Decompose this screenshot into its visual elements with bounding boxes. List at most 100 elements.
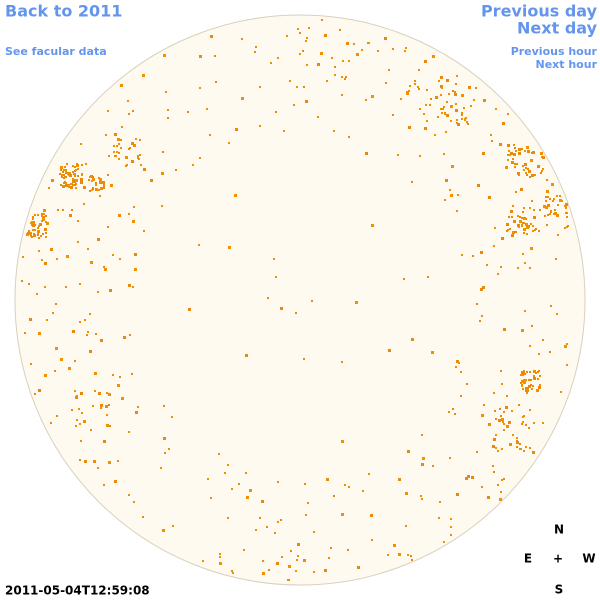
facula <box>564 345 567 348</box>
facula <box>455 109 458 112</box>
facula <box>74 166 76 168</box>
facula <box>348 60 350 62</box>
facula <box>131 373 133 375</box>
facula <box>127 100 129 102</box>
facula <box>494 227 496 229</box>
facula <box>62 209 64 211</box>
facula <box>126 164 128 166</box>
facula <box>110 184 113 187</box>
timestamp: 2011-05-04T12:59:08 <box>5 584 150 598</box>
facula <box>456 493 459 496</box>
next-hour-link[interactable]: Next hour <box>536 58 598 71</box>
facula <box>537 378 539 380</box>
facula <box>536 389 539 392</box>
facula <box>295 312 297 314</box>
facula <box>88 179 90 181</box>
facula <box>418 69 420 71</box>
facula <box>510 210 513 213</box>
facula <box>523 169 525 171</box>
facula <box>297 28 299 30</box>
facula <box>275 276 277 278</box>
facula <box>524 218 526 220</box>
facula <box>523 207 525 209</box>
facula <box>566 226 568 228</box>
facula <box>520 374 522 376</box>
facula <box>55 303 57 305</box>
facula <box>442 108 444 110</box>
facula <box>128 431 130 433</box>
facula <box>342 60 344 62</box>
facula <box>529 267 531 269</box>
facula <box>79 423 81 425</box>
facula <box>188 308 191 311</box>
facula <box>267 297 269 299</box>
facula <box>22 256 24 258</box>
facula <box>411 559 413 561</box>
facula <box>527 150 530 153</box>
facula <box>241 97 244 100</box>
facula <box>407 450 410 453</box>
facula <box>38 332 41 335</box>
facula <box>355 301 358 304</box>
facula <box>516 446 518 448</box>
facula <box>48 187 50 189</box>
facula <box>306 37 308 39</box>
facula <box>408 126 411 129</box>
facula <box>87 248 89 250</box>
previous-day-link[interactable]: Previous day <box>481 2 598 21</box>
facula <box>116 151 118 153</box>
next-day-link[interactable]: Next day <box>517 19 598 38</box>
facula <box>463 107 465 109</box>
facula <box>506 230 508 232</box>
facula <box>137 155 139 157</box>
facula <box>400 98 402 100</box>
facula <box>493 438 496 441</box>
facula <box>353 43 355 45</box>
facula <box>41 213 43 215</box>
facula <box>132 286 134 288</box>
facula <box>537 371 539 373</box>
facula <box>266 526 268 528</box>
facula <box>511 161 514 164</box>
facula <box>512 231 515 234</box>
facula <box>543 205 546 208</box>
facula <box>503 423 505 425</box>
facula <box>219 553 221 555</box>
facula <box>235 128 238 131</box>
facula <box>59 173 61 175</box>
facula <box>259 86 261 88</box>
facular-link[interactable]: See facular data <box>5 45 107 58</box>
facula <box>419 108 421 110</box>
facula <box>565 203 568 206</box>
facula <box>425 104 427 106</box>
facula <box>108 461 111 464</box>
facula <box>120 139 122 141</box>
facula <box>499 408 501 410</box>
facula <box>371 95 374 98</box>
facula <box>311 300 313 302</box>
facula <box>488 196 491 199</box>
previous-hour-link[interactable]: Previous hour <box>511 45 598 58</box>
facula <box>493 392 495 394</box>
facula <box>438 517 440 519</box>
facula <box>107 226 109 228</box>
facula <box>97 291 99 293</box>
facula <box>492 465 494 467</box>
facula <box>405 525 407 527</box>
facula <box>30 363 32 365</box>
facula <box>371 224 374 227</box>
facula <box>500 370 502 372</box>
facula <box>523 379 525 381</box>
facula <box>564 227 566 229</box>
back-link[interactable]: Back to 2011 <box>5 2 122 21</box>
facula <box>397 154 399 156</box>
facula <box>330 547 332 549</box>
facula <box>542 156 545 159</box>
facula <box>61 176 63 178</box>
facula <box>522 421 524 423</box>
facula <box>108 393 111 396</box>
facula <box>521 380 524 383</box>
facula <box>134 253 137 256</box>
facula <box>103 184 105 186</box>
facula <box>299 53 301 55</box>
